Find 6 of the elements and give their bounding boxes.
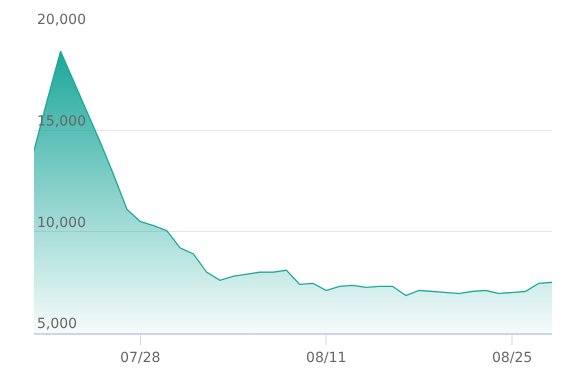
y-tick-label: 10,000: [37, 214, 86, 231]
x-tick-label: 08/11: [306, 350, 346, 366]
x-tick-label: 07/28: [120, 350, 160, 366]
x-tick-label: 08/25: [492, 350, 532, 366]
y-tick-label: 5,000: [37, 316, 78, 332]
y-tick-label: 20,000: [37, 12, 86, 28]
